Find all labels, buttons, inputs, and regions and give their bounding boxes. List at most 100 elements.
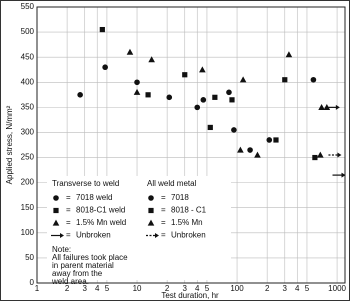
legend-separator: = (66, 206, 71, 215)
x-tick-label: 2 (165, 284, 170, 293)
note-line: All failures took place (52, 253, 128, 262)
data-point (77, 92, 83, 98)
x-tick-label: 2 (265, 284, 270, 293)
note-line: Note: (52, 245, 71, 254)
data-point (199, 66, 206, 73)
note-line: weld area. (51, 277, 89, 286)
data-point (310, 76, 317, 83)
plot-border (36, 6, 346, 284)
legend-separator: = (66, 218, 71, 227)
arrow-head (337, 152, 342, 158)
x-tick-label: 5 (105, 284, 110, 293)
legend-marker (148, 207, 154, 214)
y-tick-label: 200 (21, 178, 35, 187)
legend-label: Unbroken (76, 231, 111, 240)
y-tick-label: 100 (21, 228, 35, 237)
legend-label: 1.5% Mn (171, 218, 203, 227)
x-tick-label: 1 (35, 284, 40, 293)
legend-marker (52, 219, 60, 226)
arrow-head (155, 233, 159, 238)
data-point (134, 79, 140, 86)
arrow-head (335, 104, 340, 110)
y-tick-label: 350 (21, 102, 35, 111)
note-line: away from the (52, 269, 103, 278)
note-line: in parent material (52, 261, 114, 270)
legend-marker (53, 207, 59, 214)
x-tick-label: 3 (283, 284, 288, 293)
data-point (145, 92, 151, 98)
x-tick-label: 10 (133, 284, 142, 293)
legend-label: 8018 - C1 (171, 206, 207, 215)
data-point (312, 154, 318, 161)
data-point (200, 97, 207, 103)
arrow-head (60, 233, 64, 238)
x-tick-label: 3 (82, 284, 87, 293)
y-tick-label: 50 (25, 253, 34, 262)
data-point (332, 172, 346, 178)
arrow-head (341, 172, 346, 178)
y-tick-label: 0 (30, 278, 35, 287)
legend-label: 7018 weld (76, 193, 112, 202)
legend-label: 7018 (171, 193, 189, 202)
data-point (182, 72, 188, 78)
legend-label: 1.5% Mn weld (76, 218, 126, 227)
legend-separator: = (161, 218, 166, 227)
data-point (126, 48, 134, 55)
x-axis-title: Test duration, hr (161, 291, 219, 300)
x-tick-label: 100 (230, 284, 244, 293)
legend-separator: = (161, 206, 166, 215)
legend-separator: = (66, 193, 71, 202)
data-point (318, 103, 325, 110)
y-tick-label: 550 (21, 2, 35, 11)
x-tick-label: 5 (205, 284, 210, 293)
legend-marker (51, 233, 64, 238)
data-point (194, 104, 201, 111)
data-point (254, 151, 261, 158)
data-point (207, 124, 213, 131)
data-point (328, 152, 342, 158)
legend-label: Unbroken (171, 231, 206, 240)
legend-box (47, 176, 231, 280)
legend-label: 8018-C1 weld (76, 206, 125, 215)
data-point (237, 146, 244, 153)
data-point (285, 51, 293, 58)
y-tick-label: 450 (21, 52, 35, 61)
x-tick-label: 4 (95, 284, 100, 293)
data-point (231, 127, 237, 133)
legend-title: All weld metal (147, 179, 197, 188)
x-tick-label: 4 (295, 284, 300, 293)
legend-marker (53, 195, 59, 201)
legend-marker (146, 233, 159, 238)
y-tick-label: 300 (21, 128, 35, 137)
x-tick-label: 4 (195, 284, 200, 293)
x-tick-label: 5 (305, 284, 310, 293)
data-point (133, 88, 141, 95)
legend-separator: = (66, 231, 71, 240)
data-point (326, 104, 340, 110)
y-tick-label: 400 (21, 77, 35, 86)
y-tick-label: 250 (21, 153, 35, 162)
legend-marker (147, 219, 155, 226)
data-point (212, 94, 218, 100)
data-point (226, 89, 232, 96)
data-point (229, 97, 235, 103)
legend-separator: = (161, 231, 166, 240)
data-point (317, 151, 324, 158)
data-point (102, 64, 108, 71)
data-point (247, 147, 253, 153)
data-point (273, 137, 279, 143)
y-tick-label: 500 (21, 27, 35, 36)
legend-title: Transverse to weld (52, 179, 119, 188)
x-tick-label: 1000 (328, 284, 346, 293)
legend-separator: = (161, 193, 166, 202)
data-point (239, 76, 247, 83)
data-point (148, 56, 155, 63)
data-point (166, 94, 173, 101)
data-point (99, 26, 105, 33)
y-tick-label: 150 (21, 203, 35, 212)
y-axis-title: Applied stress, N/mm² (5, 105, 14, 184)
legend-marker (148, 195, 154, 201)
x-tick-label: 3 (183, 284, 188, 293)
x-tick-label: 2 (65, 284, 70, 293)
